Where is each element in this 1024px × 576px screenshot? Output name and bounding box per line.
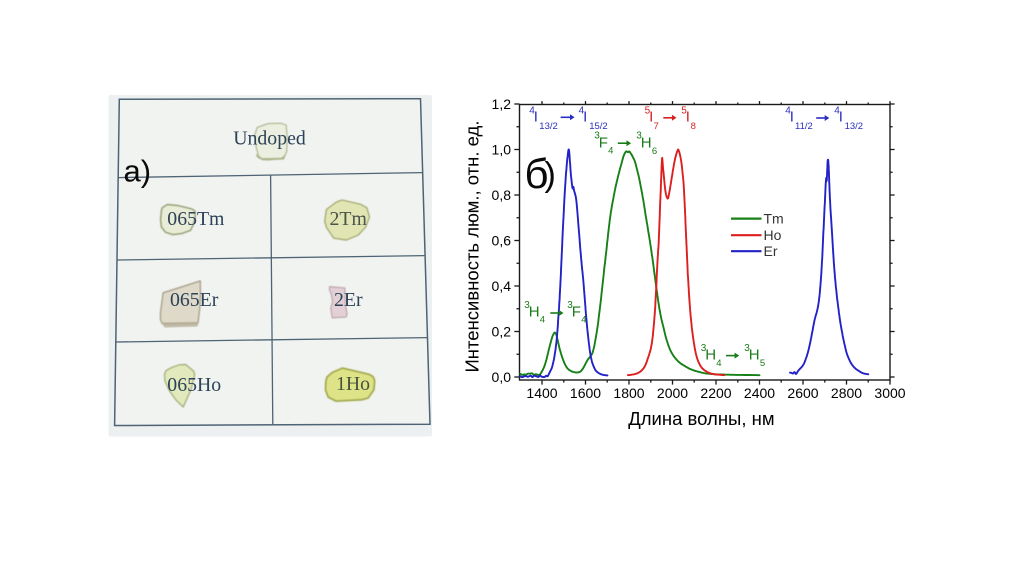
svg-text:4: 4 bbox=[540, 315, 545, 326]
svg-text:Undoped: Undoped bbox=[233, 128, 306, 150]
svg-text:5: 5 bbox=[645, 106, 651, 117]
svg-text:1400: 1400 bbox=[526, 385, 557, 401]
svg-text:0,4: 0,4 bbox=[492, 278, 512, 294]
svg-text:Длина волны, нм: Длина волны, нм bbox=[628, 408, 774, 429]
svg-text:2000: 2000 bbox=[657, 385, 688, 401]
svg-text:2Tm: 2Tm bbox=[330, 208, 368, 230]
svg-text:): ) bbox=[545, 156, 556, 194]
svg-text:H: H bbox=[641, 135, 652, 152]
svg-text:13/2: 13/2 bbox=[539, 121, 558, 132]
svg-text:2600: 2600 bbox=[787, 385, 818, 401]
svg-text:F: F bbox=[599, 135, 608, 152]
svg-text:5: 5 bbox=[681, 106, 687, 117]
svg-text:2800: 2800 bbox=[831, 385, 862, 401]
svg-text:1,2: 1,2 bbox=[492, 96, 512, 112]
svg-text:3: 3 bbox=[701, 343, 707, 354]
svg-text:I: I bbox=[583, 109, 587, 126]
svg-text:3: 3 bbox=[744, 343, 750, 354]
svg-text:4: 4 bbox=[581, 315, 586, 326]
svg-text:0,8: 0,8 bbox=[492, 187, 512, 203]
svg-text:3000: 3000 bbox=[874, 385, 905, 401]
svg-text:7: 7 bbox=[654, 121, 659, 132]
svg-text:I: I bbox=[839, 109, 843, 126]
svg-text:I: I bbox=[790, 109, 794, 126]
svg-text:1Ho: 1Ho bbox=[336, 373, 370, 395]
svg-text:1800: 1800 bbox=[613, 385, 644, 401]
svg-text:F: F bbox=[572, 304, 581, 321]
svg-text:3: 3 bbox=[567, 300, 573, 311]
svg-text:a): a) bbox=[124, 154, 152, 189]
svg-text:1,0: 1,0 bbox=[492, 141, 512, 157]
svg-text:5: 5 bbox=[760, 358, 765, 369]
svg-text:1600: 1600 bbox=[570, 385, 601, 401]
svg-text:15/2: 15/2 bbox=[589, 121, 608, 132]
svg-text:13/2: 13/2 bbox=[845, 121, 864, 132]
svg-text:3: 3 bbox=[524, 300, 530, 311]
svg-text:4: 4 bbox=[529, 106, 535, 117]
svg-text:3: 3 bbox=[594, 131, 600, 142]
svg-text:4: 4 bbox=[785, 106, 791, 117]
svg-text:0,2: 0,2 bbox=[492, 323, 512, 339]
svg-text:065Tm: 065Tm bbox=[167, 208, 225, 230]
svg-text:2200: 2200 bbox=[700, 385, 731, 401]
svg-text:11/2: 11/2 bbox=[795, 121, 813, 132]
svg-text:H: H bbox=[529, 304, 540, 321]
svg-text:4: 4 bbox=[579, 106, 585, 117]
svg-text:Er: Er bbox=[764, 243, 778, 259]
svg-text:H: H bbox=[705, 347, 716, 364]
svg-text:4: 4 bbox=[716, 358, 721, 369]
svg-text:H: H bbox=[749, 347, 760, 364]
svg-text:4: 4 bbox=[608, 146, 613, 157]
svg-text:Ho: Ho bbox=[764, 227, 782, 243]
svg-text:0,0: 0,0 bbox=[492, 369, 512, 385]
svg-text:б: б bbox=[525, 150, 549, 197]
svg-text:I: I bbox=[649, 109, 653, 126]
svg-text:8: 8 bbox=[691, 121, 696, 132]
svg-text:2Er: 2Er bbox=[334, 289, 363, 311]
svg-text:4: 4 bbox=[834, 106, 840, 117]
svg-text:Tm: Tm bbox=[764, 211, 784, 227]
svg-text:065Er: 065Er bbox=[170, 289, 219, 311]
svg-text:0,6: 0,6 bbox=[492, 232, 512, 248]
svg-text:065Ho: 065Ho bbox=[167, 374, 221, 396]
svg-text:2400: 2400 bbox=[744, 385, 775, 401]
svg-text:I: I bbox=[686, 109, 690, 126]
svg-text:3: 3 bbox=[636, 131, 642, 142]
svg-text:6: 6 bbox=[652, 146, 657, 157]
svg-text:Интенсивность люм., отн. ед.: Интенсивность люм., отн. ед. bbox=[461, 121, 482, 373]
svg-text:I: I bbox=[534, 109, 538, 126]
